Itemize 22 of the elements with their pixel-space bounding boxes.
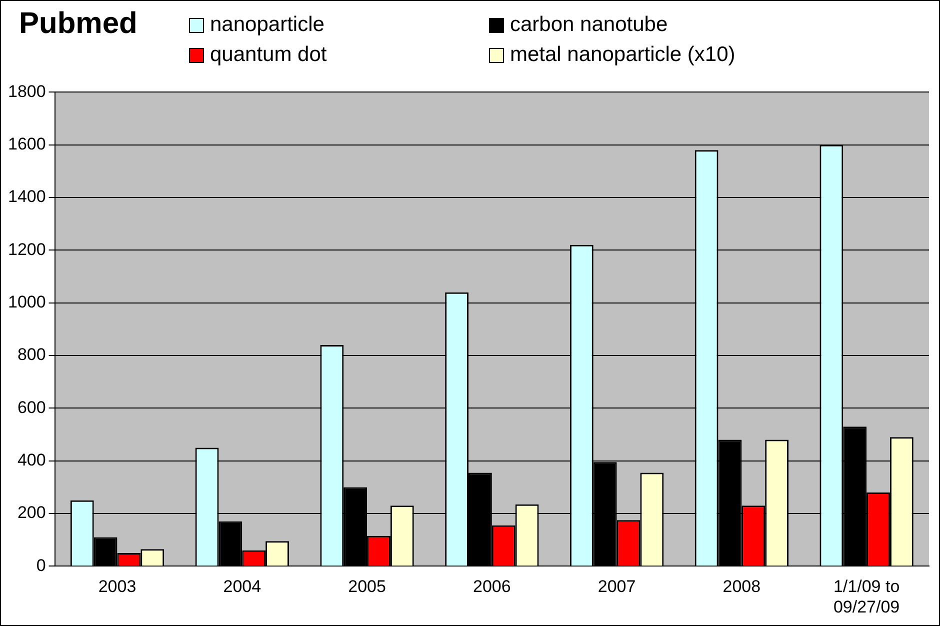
x-tick-label: 2003 [98,577,136,596]
legend-label: nanoparticle [210,13,324,37]
y-tick-label: 1400 [8,187,46,206]
chart-title: Pubmed [18,6,138,41]
legend-label: metal nanoparticle (x10) [510,43,736,67]
x-tick-label: 2005 [348,577,386,596]
y-tick-label: 0 [36,556,46,575]
x-tick-label: 2006 [472,577,511,596]
y-tick-label: 1000 [8,292,46,312]
y-tick-label: 200 [17,503,46,522]
y-tick-label: 600 [17,398,46,417]
y-tick-label: 1600 [8,134,46,154]
x-tick-label: 1/1/09 to 09/27/09 [833,577,900,616]
y-tick-label: 1800 [8,82,46,101]
y-tick-label: 400 [17,450,46,470]
x-tick-label: 2007 [598,577,636,596]
x-tick-label: 2004 [223,577,262,596]
legend-label: carbon nanotube [510,13,668,37]
legend-label: quantum dot [210,43,327,67]
y-tick-label: 800 [17,345,46,364]
y-tick-label: 1200 [8,240,46,259]
x-tick-label: 2008 [722,577,761,596]
